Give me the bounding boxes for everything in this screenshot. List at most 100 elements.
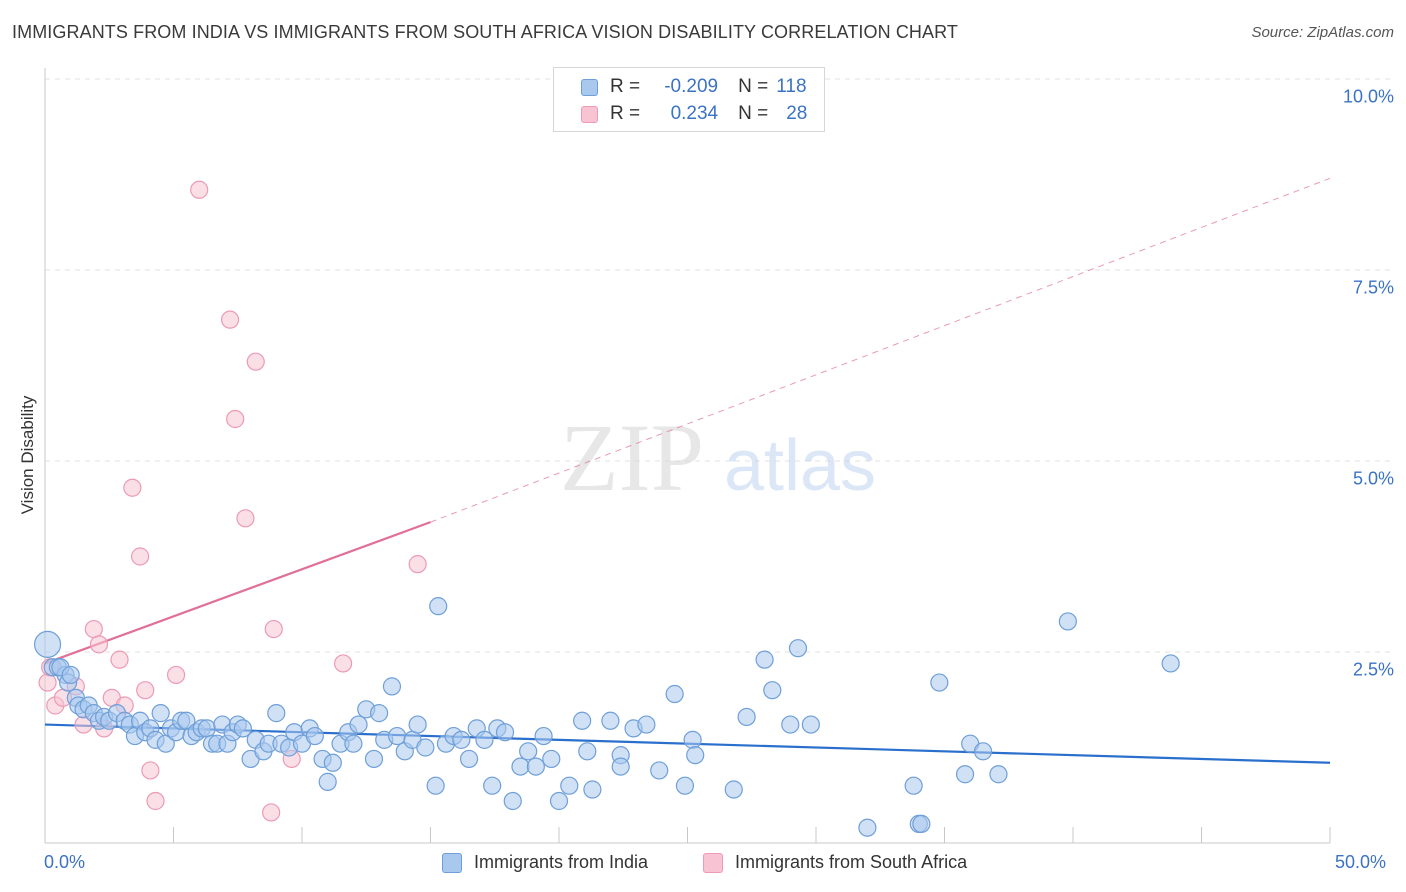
legend-row-india: R = -0.209 N = 118 (554, 74, 807, 100)
grid-lines (45, 78, 1392, 653)
point-india (549, 791, 569, 811)
point-south-africa (236, 509, 255, 528)
point-south-africa (38, 673, 57, 692)
point-india (912, 814, 931, 834)
point-south-africa (264, 619, 283, 639)
point-india (426, 776, 445, 795)
point-india (683, 730, 702, 749)
point-south-africa (262, 803, 281, 822)
chart-title: IMMIGRANTS FROM INDIA VS IMMIGRANTS FROM… (12, 22, 958, 42)
watermark-zip: ZIP (560, 404, 704, 511)
y-tick-label-10: 10.0% (1342, 86, 1394, 107)
point-india (61, 665, 80, 685)
point-india (382, 677, 402, 696)
x-tick-label-min: 0.0% (44, 852, 86, 872)
point-india (560, 776, 579, 795)
point-south-africa (246, 352, 265, 371)
legend-row-south-africa: R = 0.234 N = 28 (554, 101, 807, 127)
point-india (904, 776, 923, 795)
point-india (503, 791, 522, 811)
point-india (267, 704, 286, 723)
series-swatch-india (442, 852, 462, 873)
point-india (349, 715, 368, 734)
y-tick-label-5: 5.0% (1352, 468, 1394, 489)
point-india (542, 749, 561, 769)
watermark-atlas: atlas (724, 426, 876, 506)
point-india (989, 765, 1008, 784)
point-india (416, 738, 435, 757)
point-india (930, 673, 949, 692)
point-india (364, 749, 384, 769)
point-india (511, 757, 530, 776)
correlation-legend: R = -0.209 N = 118 R = 0.234 N = 28 (553, 67, 825, 132)
y-axis-label: Vision Disability (18, 395, 37, 515)
point-south-africa (84, 619, 103, 639)
point-india (858, 818, 877, 837)
point-south-africa (130, 547, 150, 566)
point-south-africa (89, 635, 109, 654)
point-india (650, 761, 669, 780)
point-india (1161, 654, 1180, 673)
legend-swatch-india (581, 78, 598, 96)
series-swatch-south-africa (703, 852, 723, 873)
point-india (763, 681, 782, 700)
point-india (675, 776, 695, 795)
series-legend-india[interactable]: Immigrants from India (442, 852, 648, 873)
point-india (33, 630, 62, 658)
point-india (233, 719, 252, 738)
point-india (197, 719, 217, 738)
point-india (151, 704, 170, 723)
point-india (801, 715, 820, 734)
watermark: ZIP atlas (560, 404, 876, 511)
point-india (755, 650, 774, 669)
legend-n-label: N = (738, 103, 769, 124)
legend-r-label: R = (610, 76, 641, 97)
y-tick-label-7-5: 7.5% (1352, 277, 1394, 298)
point-india (955, 765, 975, 784)
point-south-africa (146, 791, 165, 811)
point-india (452, 730, 471, 749)
point-india (1058, 612, 1077, 631)
point-south-africa (110, 650, 129, 669)
legend-r-value-south-africa: 0.234 (670, 103, 719, 124)
point-india (578, 742, 597, 761)
series-label-india: Immigrants from India (474, 852, 649, 872)
source-label: Source: ZipAtlas.com (1251, 24, 1394, 41)
point-india (637, 715, 656, 734)
legend-r-value-india: -0.209 (664, 76, 719, 97)
point-south-africa (190, 180, 209, 199)
point-india (459, 749, 479, 769)
point-india (370, 704, 389, 723)
point-india (534, 726, 553, 746)
series-label-south-africa: Immigrants from South Africa (735, 852, 968, 872)
point-india (305, 726, 324, 746)
point-india (408, 715, 427, 734)
point-india (724, 780, 743, 799)
point-india (788, 639, 808, 658)
series-legend-south-africa[interactable]: Immigrants from South Africa (703, 852, 967, 873)
point-india (344, 734, 363, 753)
axes (44, 68, 1331, 844)
point-india (665, 684, 684, 704)
point-india (495, 723, 515, 742)
point-india (429, 597, 448, 616)
point-india (573, 711, 592, 730)
trend-line-south-africa (44, 521, 431, 665)
point-south-africa (334, 654, 353, 673)
legend-swatch-south-africa (581, 105, 598, 123)
legend-n-value-south-africa: 28 (786, 103, 808, 124)
point-india (686, 746, 705, 765)
point-india (737, 707, 756, 727)
point-india (583, 780, 602, 799)
point-south-africa (226, 409, 245, 429)
point-south-africa (136, 681, 155, 700)
point-india (973, 742, 993, 761)
point-south-africa (141, 761, 160, 780)
point-india (611, 757, 630, 776)
point-india (601, 711, 620, 730)
point-india (483, 776, 502, 795)
point-south-africa (220, 310, 240, 329)
point-india (387, 726, 407, 746)
point-south-africa (123, 478, 142, 497)
